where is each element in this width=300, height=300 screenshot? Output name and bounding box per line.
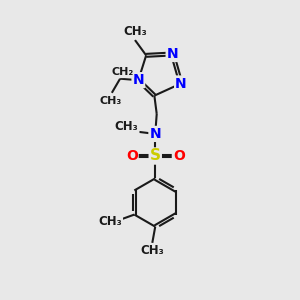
Text: CH₂: CH₂ — [111, 67, 133, 77]
Text: S: S — [150, 148, 161, 164]
Text: CH₃: CH₃ — [123, 25, 147, 38]
Text: N: N — [133, 73, 144, 87]
Text: CH₃: CH₃ — [98, 214, 122, 228]
Text: N: N — [167, 47, 178, 61]
Text: O: O — [173, 149, 185, 163]
Text: CH₃: CH₃ — [99, 96, 122, 106]
Text: N: N — [149, 127, 161, 141]
Text: CH₃: CH₃ — [115, 120, 139, 133]
Text: CH₃: CH₃ — [140, 244, 164, 257]
Text: O: O — [126, 149, 138, 163]
Text: N: N — [175, 76, 187, 91]
